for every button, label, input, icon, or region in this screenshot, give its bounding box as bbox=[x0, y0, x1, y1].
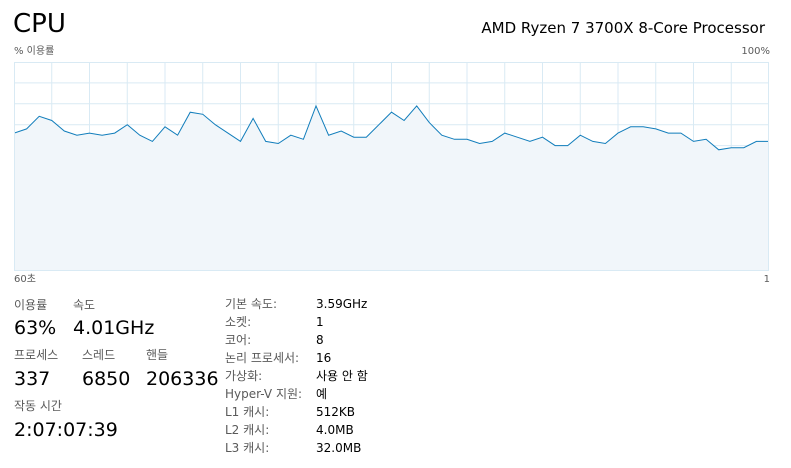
spec-value: 8 bbox=[316, 333, 324, 347]
spec-row-l2-cache: L2 캐시: 4.0MB bbox=[225, 421, 368, 439]
spec-key: L1 캐시: bbox=[225, 405, 270, 419]
spec-key: 소켓: bbox=[225, 315, 252, 329]
spec-key: Hyper-V 지원: bbox=[225, 387, 303, 401]
spec-key: 가상화: bbox=[225, 369, 263, 383]
spec-row-logical-processors: 논리 프로세서: 16 bbox=[225, 349, 368, 367]
spec-key: L2 캐시: bbox=[225, 423, 270, 437]
spec-key: 코어: bbox=[225, 333, 252, 347]
handles-label: 핸들 bbox=[146, 348, 169, 362]
cpu-graph-svg bbox=[14, 62, 769, 271]
speed-label: 속도 bbox=[73, 298, 96, 312]
spec-value: 1 bbox=[316, 315, 324, 329]
y-max-label: 100% bbox=[741, 46, 770, 57]
spec-value: 512KB bbox=[316, 405, 356, 419]
spec-key: L3 캐시: bbox=[225, 441, 270, 455]
spec-value: 3.59GHz bbox=[316, 297, 368, 311]
utilization-value: 63% bbox=[14, 317, 57, 339]
speed-value: 4.01GHz bbox=[73, 317, 155, 339]
cpu-specs: 기본 속도: 3.59GHz 소켓: 1 코어: 8 논리 프로세서: 16 가… bbox=[225, 295, 368, 457]
processes-value: 337 bbox=[14, 368, 51, 390]
spec-key: 기본 속도: bbox=[225, 297, 278, 311]
spec-row-base-speed: 기본 속도: 3.59GHz bbox=[225, 295, 368, 313]
processes-label: 프로세스 bbox=[14, 348, 59, 362]
spec-row-sockets: 소켓: 1 bbox=[225, 313, 368, 331]
page-title: CPU bbox=[13, 9, 66, 39]
spec-value: 32.0MB bbox=[316, 441, 362, 455]
spec-key: 논리 프로세서: bbox=[225, 351, 300, 365]
utilization-label: 이용률 bbox=[14, 298, 48, 312]
spec-row-virtualization: 가상화: 사용 안 함 bbox=[225, 367, 368, 385]
y-axis-label: % 이용률 bbox=[14, 46, 55, 57]
utilization-line bbox=[14, 104, 769, 151]
handles-value: 206336 bbox=[146, 368, 219, 390]
spec-value: 16 bbox=[316, 351, 332, 365]
spec-row-cores: 코어: 8 bbox=[225, 331, 368, 349]
spec-value: 4.0MB bbox=[316, 423, 354, 437]
threads-value: 6850 bbox=[82, 368, 131, 390]
cpu-utilization-graph bbox=[14, 62, 769, 271]
spec-row-l1-cache: L1 캐시: 512KB bbox=[225, 403, 368, 421]
spec-row-l3-cache: L3 캐시: 32.0MB bbox=[225, 439, 368, 457]
uptime-label: 작동 시간 bbox=[14, 399, 62, 413]
processor-name: AMD Ryzen 7 3700X 8-Core Processor bbox=[481, 19, 765, 37]
uptime-value: 2:07:07:39 bbox=[14, 419, 118, 441]
utilization-area bbox=[14, 105, 769, 271]
spec-value: 사용 안 함 bbox=[316, 369, 368, 383]
spec-row-hyperv: Hyper-V 지원: 예 bbox=[225, 385, 368, 403]
spec-value: 예 bbox=[316, 387, 328, 401]
x-end-label: 1 bbox=[763, 274, 770, 285]
graph-border bbox=[14, 62, 769, 271]
threads-label: 스레드 bbox=[82, 348, 116, 362]
x-start-label: 60초 bbox=[14, 274, 36, 285]
